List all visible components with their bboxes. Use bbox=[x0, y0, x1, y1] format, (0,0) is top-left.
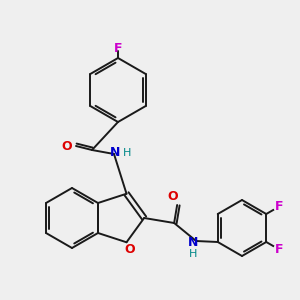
Text: O: O bbox=[62, 140, 72, 152]
Text: F: F bbox=[275, 200, 284, 213]
Text: N: N bbox=[188, 236, 198, 250]
Text: H: H bbox=[123, 148, 131, 158]
Text: H: H bbox=[189, 249, 197, 259]
Text: F: F bbox=[114, 41, 122, 55]
Text: O: O bbox=[168, 190, 178, 203]
Text: F: F bbox=[275, 243, 284, 256]
Text: N: N bbox=[110, 146, 120, 160]
Text: O: O bbox=[124, 243, 135, 256]
